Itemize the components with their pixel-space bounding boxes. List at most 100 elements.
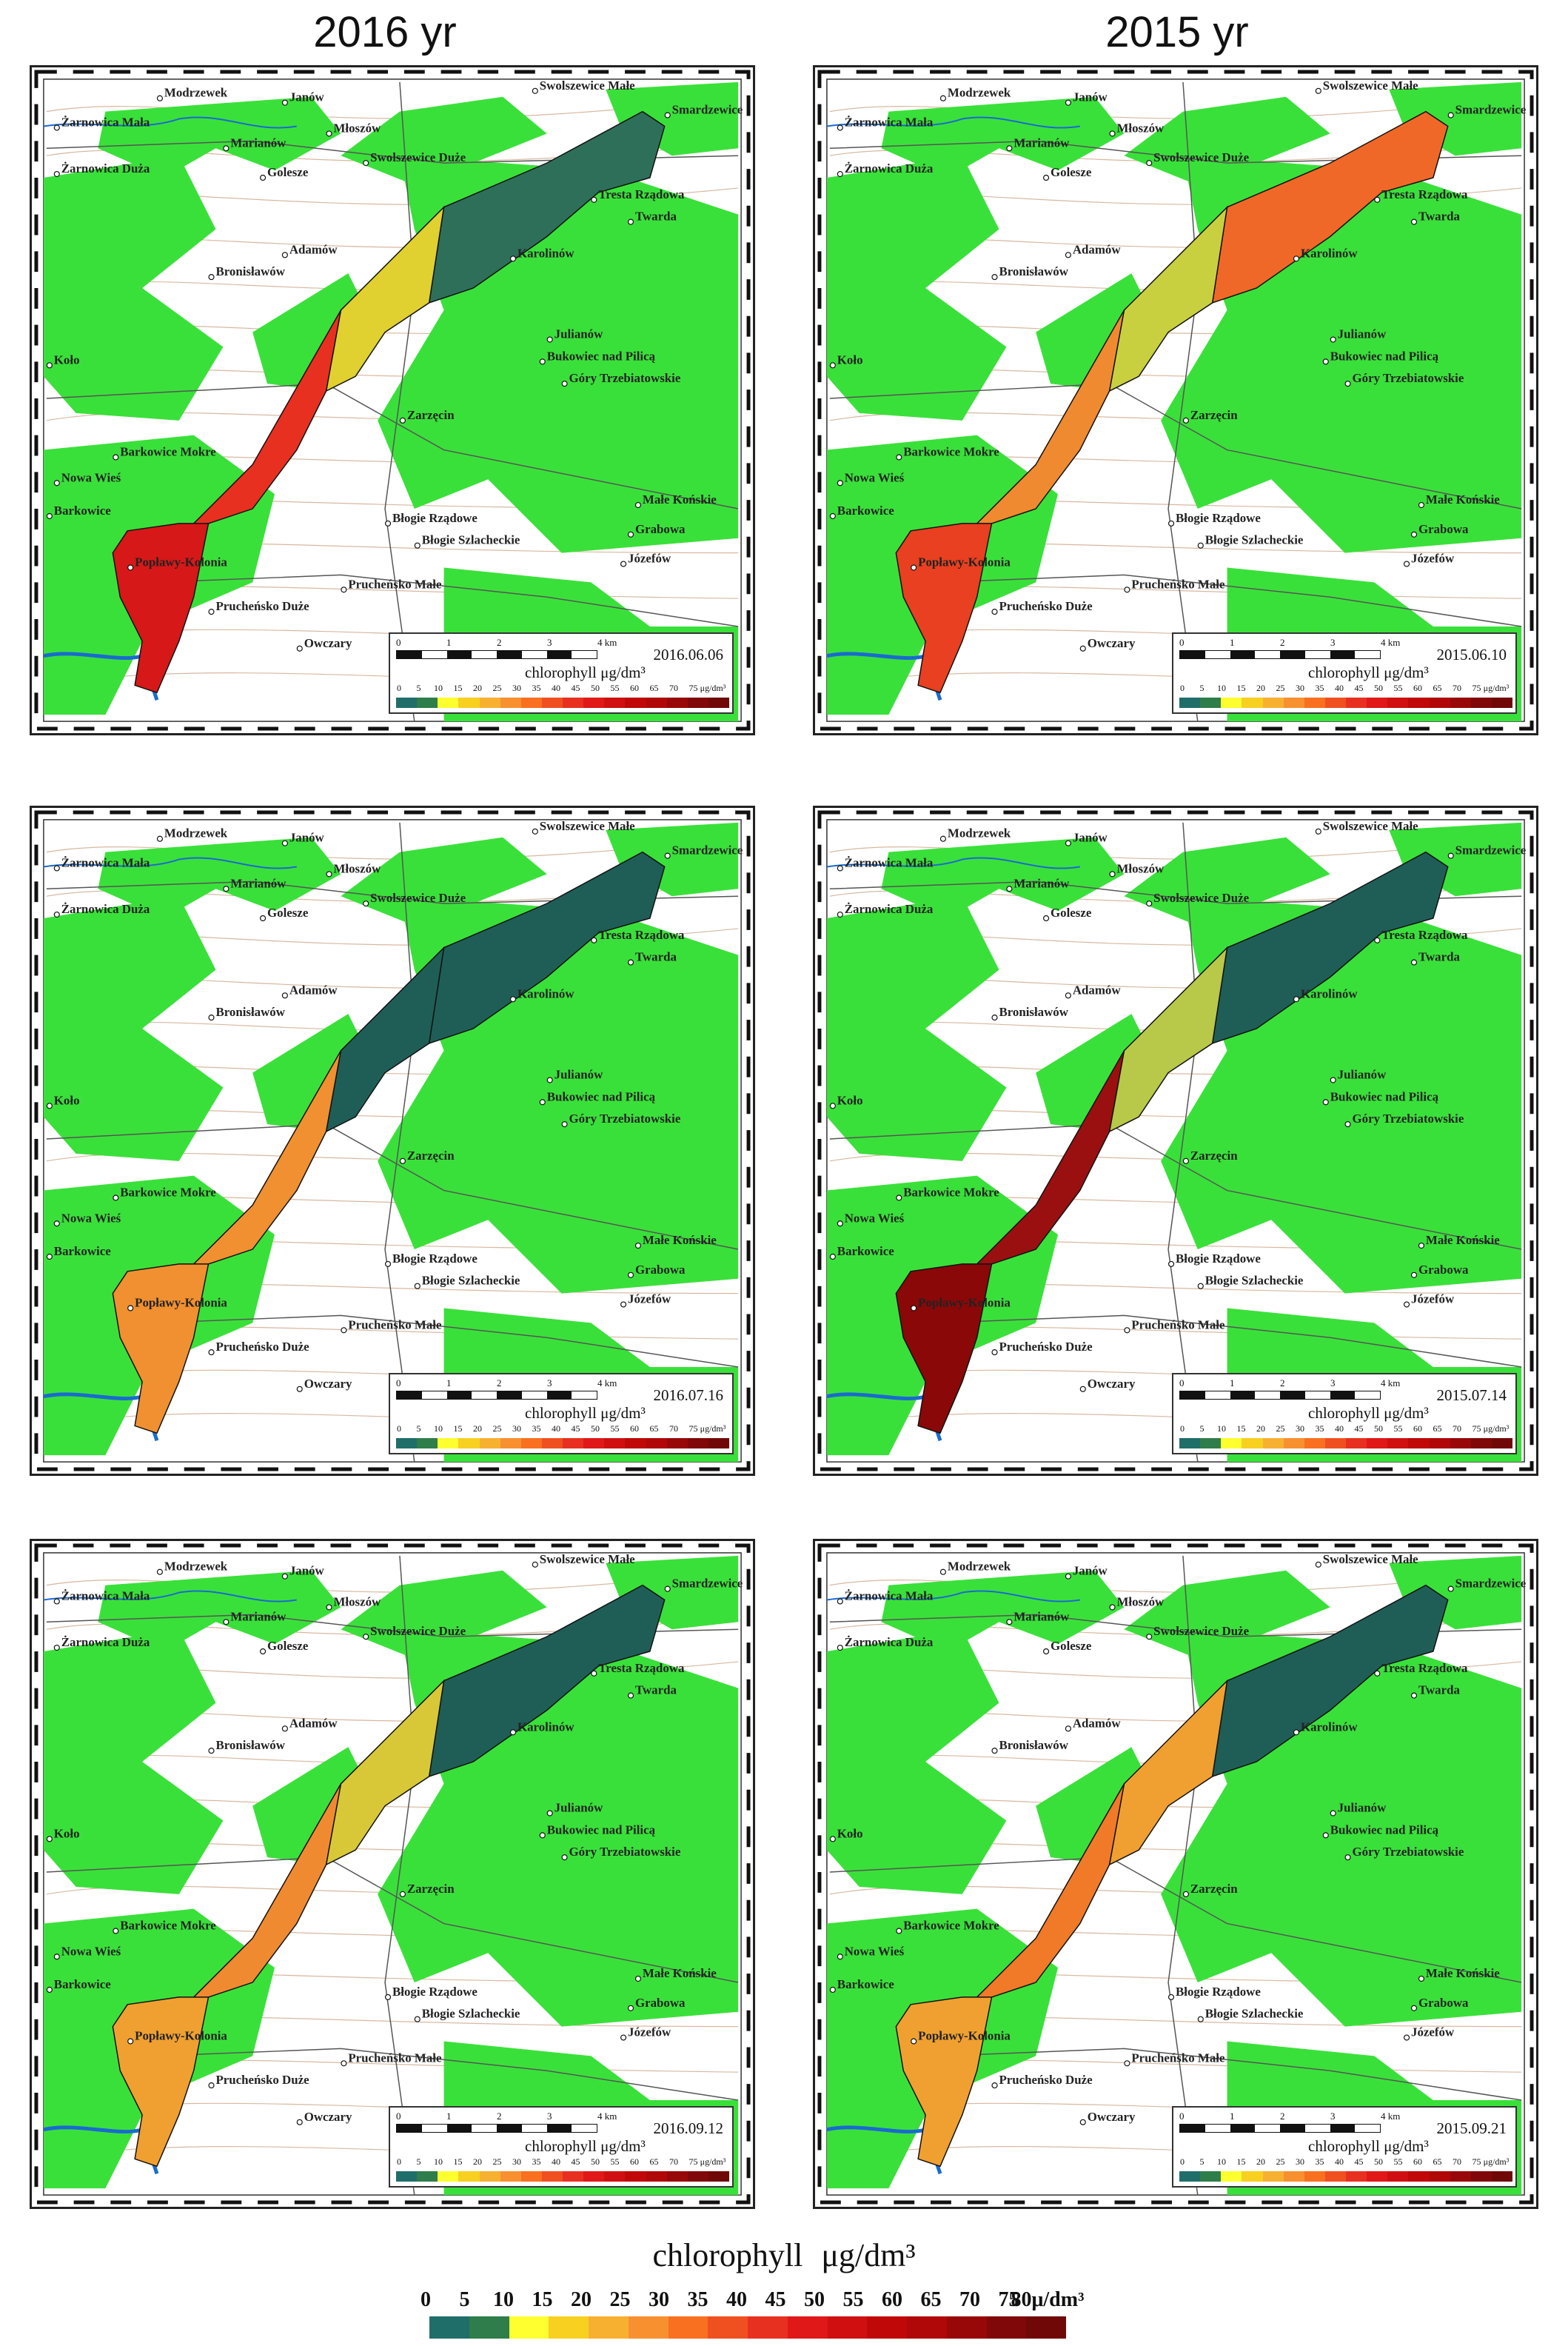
bottom-legend-tick: 25 bbox=[609, 2288, 631, 2311]
legend-tick: 25 bbox=[1276, 683, 1285, 693]
place-dot-icon bbox=[156, 95, 164, 101]
legend-tick: 40 bbox=[1335, 683, 1344, 693]
scale-label: 3 bbox=[547, 1377, 552, 1388]
legend-color-swatch bbox=[1470, 1438, 1492, 1448]
place-dot-icon bbox=[281, 1573, 288, 1580]
legend-color-swatch bbox=[438, 1438, 459, 1448]
place-name: Koło bbox=[837, 1826, 863, 1840]
scale-bar-segment bbox=[497, 1391, 522, 1399]
place-marker: Barkowice bbox=[46, 504, 111, 520]
bottom-legend-tick: 35 bbox=[687, 2288, 708, 2311]
bottom-legend-tick: 70 bbox=[959, 2288, 980, 2311]
place-marker: Zarzęcin bbox=[399, 408, 455, 424]
place-name: Grabowa bbox=[1418, 1263, 1469, 1277]
map-svg: Modrzewek Janów Swolszewice Małe Smardzewic… bbox=[34, 70, 751, 731]
place-name: Bronisławów bbox=[999, 1738, 1068, 1752]
scale-label: 3 bbox=[1330, 637, 1336, 648]
scale-bar-segment bbox=[472, 651, 497, 658]
place-dot-icon bbox=[837, 865, 843, 872]
place-marker: Barkowice Mokre bbox=[113, 1919, 216, 1934]
place-marker: Koło bbox=[46, 1093, 80, 1109]
legend-tick: 75 bbox=[688, 683, 698, 693]
legend-tick: 35 bbox=[1315, 1423, 1324, 1434]
legend-color-swatch bbox=[1491, 698, 1512, 708]
place-dot-icon bbox=[1447, 1585, 1454, 1592]
legend-color-swatch bbox=[500, 1438, 521, 1448]
place-name: Popławy-Kolonia bbox=[135, 555, 227, 569]
road-line bbox=[939, 1314, 1522, 1368]
place-name: Pruchеńsko Duże bbox=[215, 2073, 309, 2087]
place-dot-icon bbox=[208, 1015, 215, 1021]
place-name: Smardzewice bbox=[672, 843, 743, 858]
place-dot-icon bbox=[1418, 501, 1425, 509]
place-name: Barkowice Mokre bbox=[120, 1919, 216, 1933]
place-dot-icon bbox=[281, 99, 288, 106]
scale-bar-segment bbox=[472, 1391, 497, 1399]
place-name: Karolinów bbox=[1301, 986, 1358, 1000]
legend-color-swatch bbox=[479, 2171, 500, 2182]
place-marker: Swolszewice Duże bbox=[363, 891, 466, 907]
place-name: Julianów bbox=[555, 327, 603, 341]
place-marker: Nowa Wieś bbox=[837, 470, 905, 487]
place-name: Julianów bbox=[1338, 327, 1387, 341]
place-dot-icon bbox=[896, 454, 902, 461]
scale-bar-segment bbox=[1280, 2125, 1305, 2132]
place-marker: Owczary bbox=[1079, 1377, 1136, 1392]
place-name: Małe Końskie bbox=[643, 492, 717, 507]
legend-tick: 70 bbox=[669, 2156, 678, 2167]
place-dot-icon bbox=[1124, 1327, 1130, 1334]
legend-tick: 65 bbox=[1433, 2156, 1442, 2167]
place-dot-icon bbox=[1410, 959, 1418, 966]
road-line bbox=[829, 1857, 1522, 1983]
place-dot-icon bbox=[296, 2119, 303, 2125]
scale-bar-segment bbox=[1355, 651, 1380, 658]
place-name: Adamów bbox=[1073, 1716, 1122, 1730]
place-name: Pruchеńsko Małe bbox=[1131, 1317, 1225, 1331]
reservoir-south-zone bbox=[895, 1996, 993, 2168]
place-name: Pruchеńsko Duże bbox=[215, 1340, 309, 1354]
scale-label: 2 bbox=[497, 1377, 502, 1388]
place-dot-icon bbox=[532, 87, 538, 94]
place-name: Pruchеńsko Duże bbox=[999, 1340, 1093, 1354]
legend-tick: 10 bbox=[434, 2156, 443, 2167]
place-name: Zarzęcin bbox=[407, 1149, 455, 1163]
legend-tick: 20 bbox=[473, 683, 482, 693]
legend-tick: 10 bbox=[1217, 1423, 1226, 1434]
forest-area bbox=[98, 1570, 341, 1652]
legend-tick: 30 bbox=[1296, 2156, 1304, 2167]
road-line bbox=[384, 1555, 415, 2196]
scale-label: 4 km bbox=[597, 637, 617, 648]
place-marker: Pruchеńsko Małe bbox=[341, 577, 442, 593]
place-dot-icon bbox=[326, 871, 332, 878]
place-name: Pruchеńsko Małe bbox=[348, 1317, 442, 1331]
place-dot-icon bbox=[113, 1194, 119, 1201]
place-marker: Młoszów bbox=[326, 1594, 381, 1611]
legend-color-swatch bbox=[604, 698, 626, 708]
place-dot-icon bbox=[829, 362, 836, 369]
place-dot-icon bbox=[341, 586, 347, 593]
place-dot-icon bbox=[1344, 381, 1351, 387]
bottom-legend-title-text: chlorophyll bbox=[652, 2237, 803, 2273]
place-name: Małe Końskie bbox=[1426, 1233, 1500, 1247]
place-marker: Bukowiec nad Pilicą bbox=[1322, 1822, 1439, 1839]
forest-area bbox=[606, 822, 739, 897]
place-marker: Grabowa bbox=[1410, 1263, 1469, 1278]
place-marker: Góry Trzebiatowskie bbox=[1344, 1112, 1464, 1128]
reservoir-upper-zone bbox=[428, 1584, 666, 1777]
place-marker: Owczary bbox=[296, 1377, 352, 1392]
place-name: Koło bbox=[837, 352, 863, 367]
legend-color-swatch bbox=[417, 698, 438, 708]
place-marker: Marianów bbox=[223, 136, 287, 152]
place-dot-icon bbox=[627, 1271, 634, 1278]
place-marker: Bukowiec nad Pilicą bbox=[539, 1822, 656, 1839]
scale-label: 4 km bbox=[597, 1377, 617, 1388]
legend-color-swatch bbox=[666, 698, 688, 708]
legend-tick: μg/dm³ bbox=[700, 2156, 726, 2167]
scale-bar-segment bbox=[1180, 1391, 1205, 1399]
place-name: Julianów bbox=[1338, 1801, 1387, 1815]
place-dot-icon bbox=[1197, 1283, 1204, 1289]
map-panel-2015.06.10: Modrzewek Janów Swolszewice Małe Smardzewic… bbox=[813, 65, 1538, 735]
place-name: Barkowice Mokre bbox=[120, 445, 216, 459]
place-marker: Pruchеńsko Duże bbox=[208, 1340, 309, 1356]
place-dot-icon bbox=[1043, 915, 1050, 922]
